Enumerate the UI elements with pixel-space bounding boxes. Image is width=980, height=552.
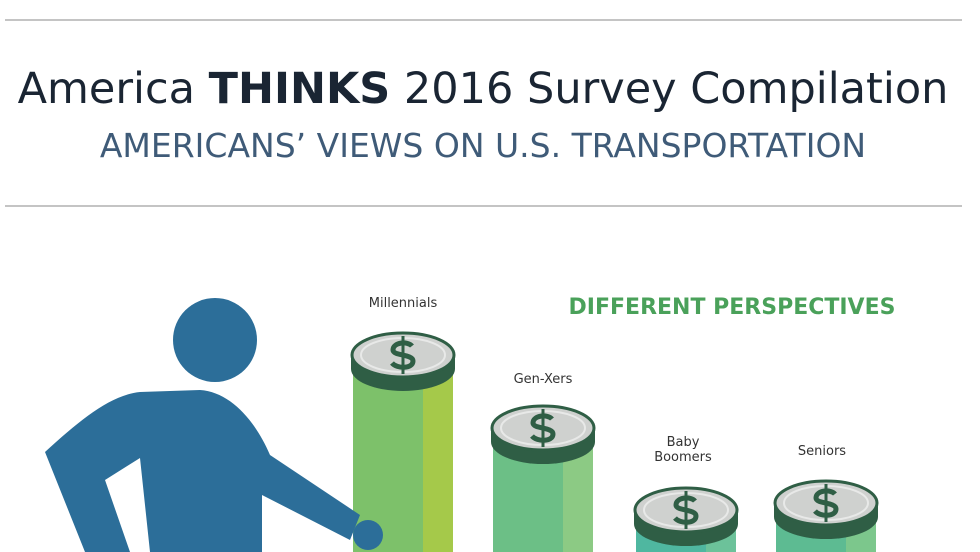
title: America THINKS 2016 Survey Compilation: [18, 64, 949, 114]
group-label: Seniors: [797, 444, 847, 459]
section-heading: DIFFERENT PERSPECTIVES: [569, 295, 896, 320]
body: [45, 390, 360, 552]
subtitle: AMERICANS’ VIEWS ON U.S. TRANSPORTATION: [100, 126, 866, 165]
head: [173, 298, 257, 382]
hand: [353, 520, 383, 550]
group-label: Gen-Xers: [513, 372, 573, 387]
column-edge: [423, 369, 453, 552]
person-icon: [45, 298, 383, 552]
coin-stacks: [350, 331, 879, 552]
title-part: THINKS: [209, 64, 391, 114]
title-part: America: [18, 64, 195, 114]
group-label: Baby Boomers: [654, 435, 712, 465]
group-label: Millennials: [368, 296, 438, 311]
title-part: 2016 Survey Compilation: [404, 64, 948, 114]
